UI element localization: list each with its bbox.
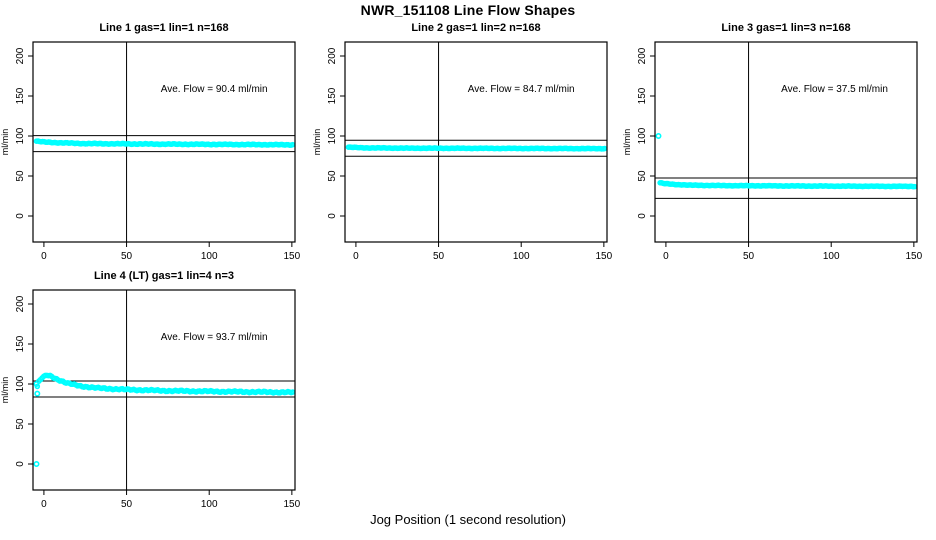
- panel-line-1: Line 1 gas=1 lin=1 n=168 0 50 100 150 0 50 100 1…: [0, 22, 301, 262]
- panel-title: Line 3 gas=1 lin=3 n=168: [721, 22, 850, 34]
- x-axis-label: Jog Position (1 second resolution): [370, 512, 566, 527]
- x-tick-label: 50: [121, 251, 133, 262]
- y-tick-label: 0: [15, 461, 26, 467]
- panel-title: Line 2 gas=1 lin=2 n=168: [411, 22, 540, 34]
- x-tick-label: 0: [41, 251, 47, 262]
- y-tick-label: 150: [15, 87, 26, 104]
- ave-flow-annotation: Ave. Flow = 37.5 ml/min: [781, 84, 888, 95]
- y-axis-label: ml/min: [0, 377, 10, 404]
- y-axis-label: ml/min: [0, 129, 10, 156]
- plot-frame: [32, 41, 296, 243]
- panel-line-2: Line 2 gas=1 lin=2 n=168 0 50 100 150 0 50 100 1…: [312, 22, 613, 262]
- outlier-point: [34, 390, 41, 397]
- plot-frame: [654, 41, 918, 243]
- y-tick-label: 100: [637, 127, 648, 144]
- x-tick-label: 0: [663, 251, 669, 262]
- y-tick-label: 150: [327, 87, 338, 104]
- y-axis-label: ml/min: [622, 129, 632, 156]
- outlier-point: [655, 133, 662, 140]
- y-axis-label: ml/min: [312, 129, 322, 156]
- y-tick-label: 50: [327, 170, 338, 182]
- outlier-point: [33, 461, 40, 468]
- outlier-point: [33, 381, 40, 388]
- y-tick-label: 150: [637, 87, 648, 104]
- x-tick-label: 100: [201, 251, 218, 262]
- ave-flow-annotation: Ave. Flow = 93.7 ml/min: [161, 332, 268, 343]
- y-tick-label: 100: [15, 127, 26, 144]
- y-tick-label: 200: [637, 47, 648, 64]
- x-tick-label: 150: [284, 499, 301, 510]
- y-tick-label: 0: [15, 213, 26, 219]
- panel-line-3: Line 3 gas=1 lin=3 n=168 0 50 100 150 0 50 100 1…: [622, 22, 923, 262]
- y-tick-label: 200: [327, 47, 338, 64]
- x-tick-label: 150: [284, 251, 301, 262]
- figure-title: NWR_151108 Line Flow Shapes: [360, 2, 576, 18]
- x-tick-label: 100: [513, 251, 530, 262]
- y-tick-label: 0: [637, 213, 648, 219]
- plot-frame: [32, 289, 296, 491]
- x-tick-label: 150: [596, 251, 613, 262]
- x-tick-label: 100: [201, 499, 218, 510]
- y-tick-label: 100: [327, 127, 338, 144]
- y-tick-label: 200: [15, 47, 26, 64]
- y-tick-label: 50: [15, 418, 26, 430]
- y-tick-label: 0: [327, 213, 338, 219]
- x-tick-label: 150: [906, 251, 923, 262]
- x-tick-label: 50: [743, 251, 755, 262]
- ave-flow-annotation: Ave. Flow = 90.4 ml/min: [161, 84, 268, 95]
- y-tick-label: 200: [15, 295, 26, 312]
- y-tick-label: 50: [15, 170, 26, 182]
- ave-flow-annotation: Ave. Flow = 84.7 ml/min: [468, 84, 575, 95]
- panel-title: Line 1 gas=1 lin=1 n=168: [99, 22, 228, 34]
- y-tick-label: 100: [15, 375, 26, 392]
- y-tick-label: 50: [637, 170, 648, 182]
- panel-line-4: Line 4 (LT) gas=1 lin=4 n=3 0 50 100 150 0 50 1…: [0, 270, 301, 510]
- y-tick-label: 150: [15, 335, 26, 352]
- panel-title: Line 4 (LT) gas=1 lin=4 n=3: [94, 270, 234, 282]
- x-tick-label: 50: [121, 499, 133, 510]
- x-tick-label: 0: [353, 251, 359, 262]
- x-tick-label: 0: [41, 499, 47, 510]
- plot-frame: [344, 41, 608, 243]
- x-tick-label: 50: [433, 251, 445, 262]
- x-tick-label: 100: [823, 251, 840, 262]
